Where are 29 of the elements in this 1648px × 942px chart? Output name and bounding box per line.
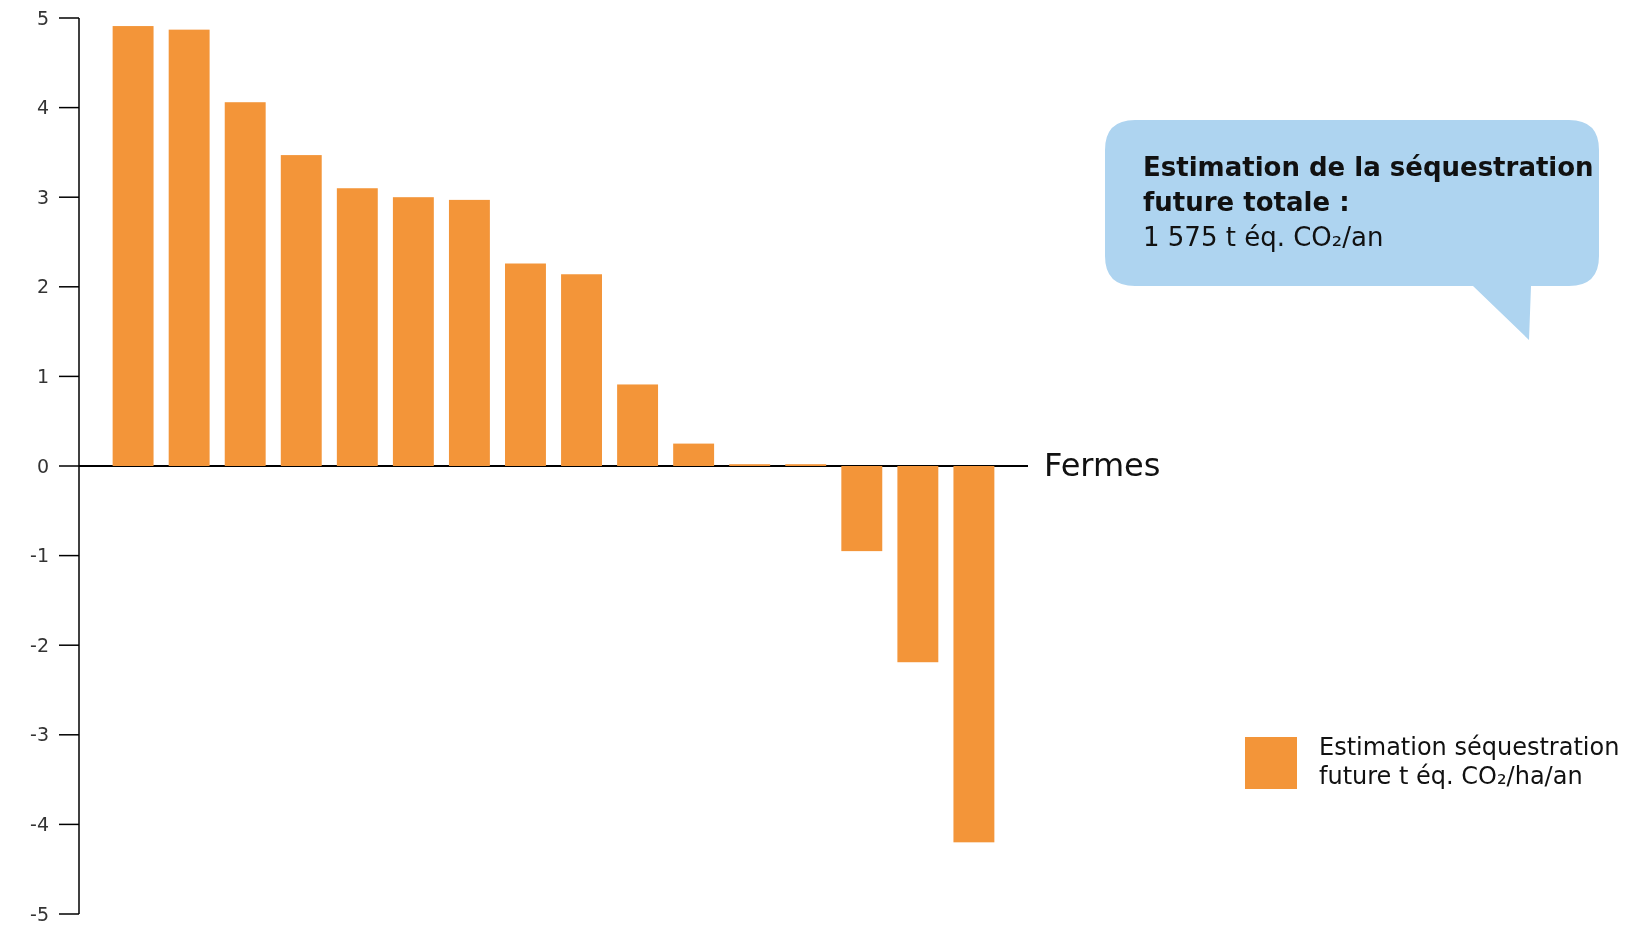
bar (392, 197, 434, 466)
y-tick-label: 0 (36, 454, 49, 477)
bar (280, 155, 322, 466)
bar (561, 274, 602, 466)
bar (336, 188, 378, 466)
y-tick-label: 5 (36, 6, 49, 29)
y-tick-label: -5 (30, 902, 49, 925)
bar (673, 443, 715, 466)
y-tick-label: -1 (30, 544, 49, 567)
text: Estimation de la séquestration future totale : (1143, 152, 1594, 217)
bar (168, 29, 210, 466)
x-axis-title: Fermes (1044, 445, 1161, 484)
y-tick-label: 3 (36, 185, 49, 208)
bar (505, 263, 546, 466)
text: 1 575 t éq. CO₂/an (1143, 222, 1384, 252)
y-tick-label: 2 (36, 275, 49, 298)
y-tick-label: -3 (30, 723, 49, 746)
bar (448, 199, 490, 466)
y-tick-label: -2 (30, 633, 49, 656)
bar (224, 102, 266, 466)
y-tick-label: 1 (36, 365, 49, 388)
bar (617, 384, 659, 466)
y-tick-label: -4 (30, 813, 49, 836)
bar (897, 466, 939, 663)
bar (112, 26, 154, 466)
bar (841, 466, 883, 552)
y-tick-label: 4 (36, 96, 49, 119)
legend-label: Estimation séquestration future t éq. CO₂/ha/an (1319, 733, 1620, 790)
bar (953, 466, 995, 843)
